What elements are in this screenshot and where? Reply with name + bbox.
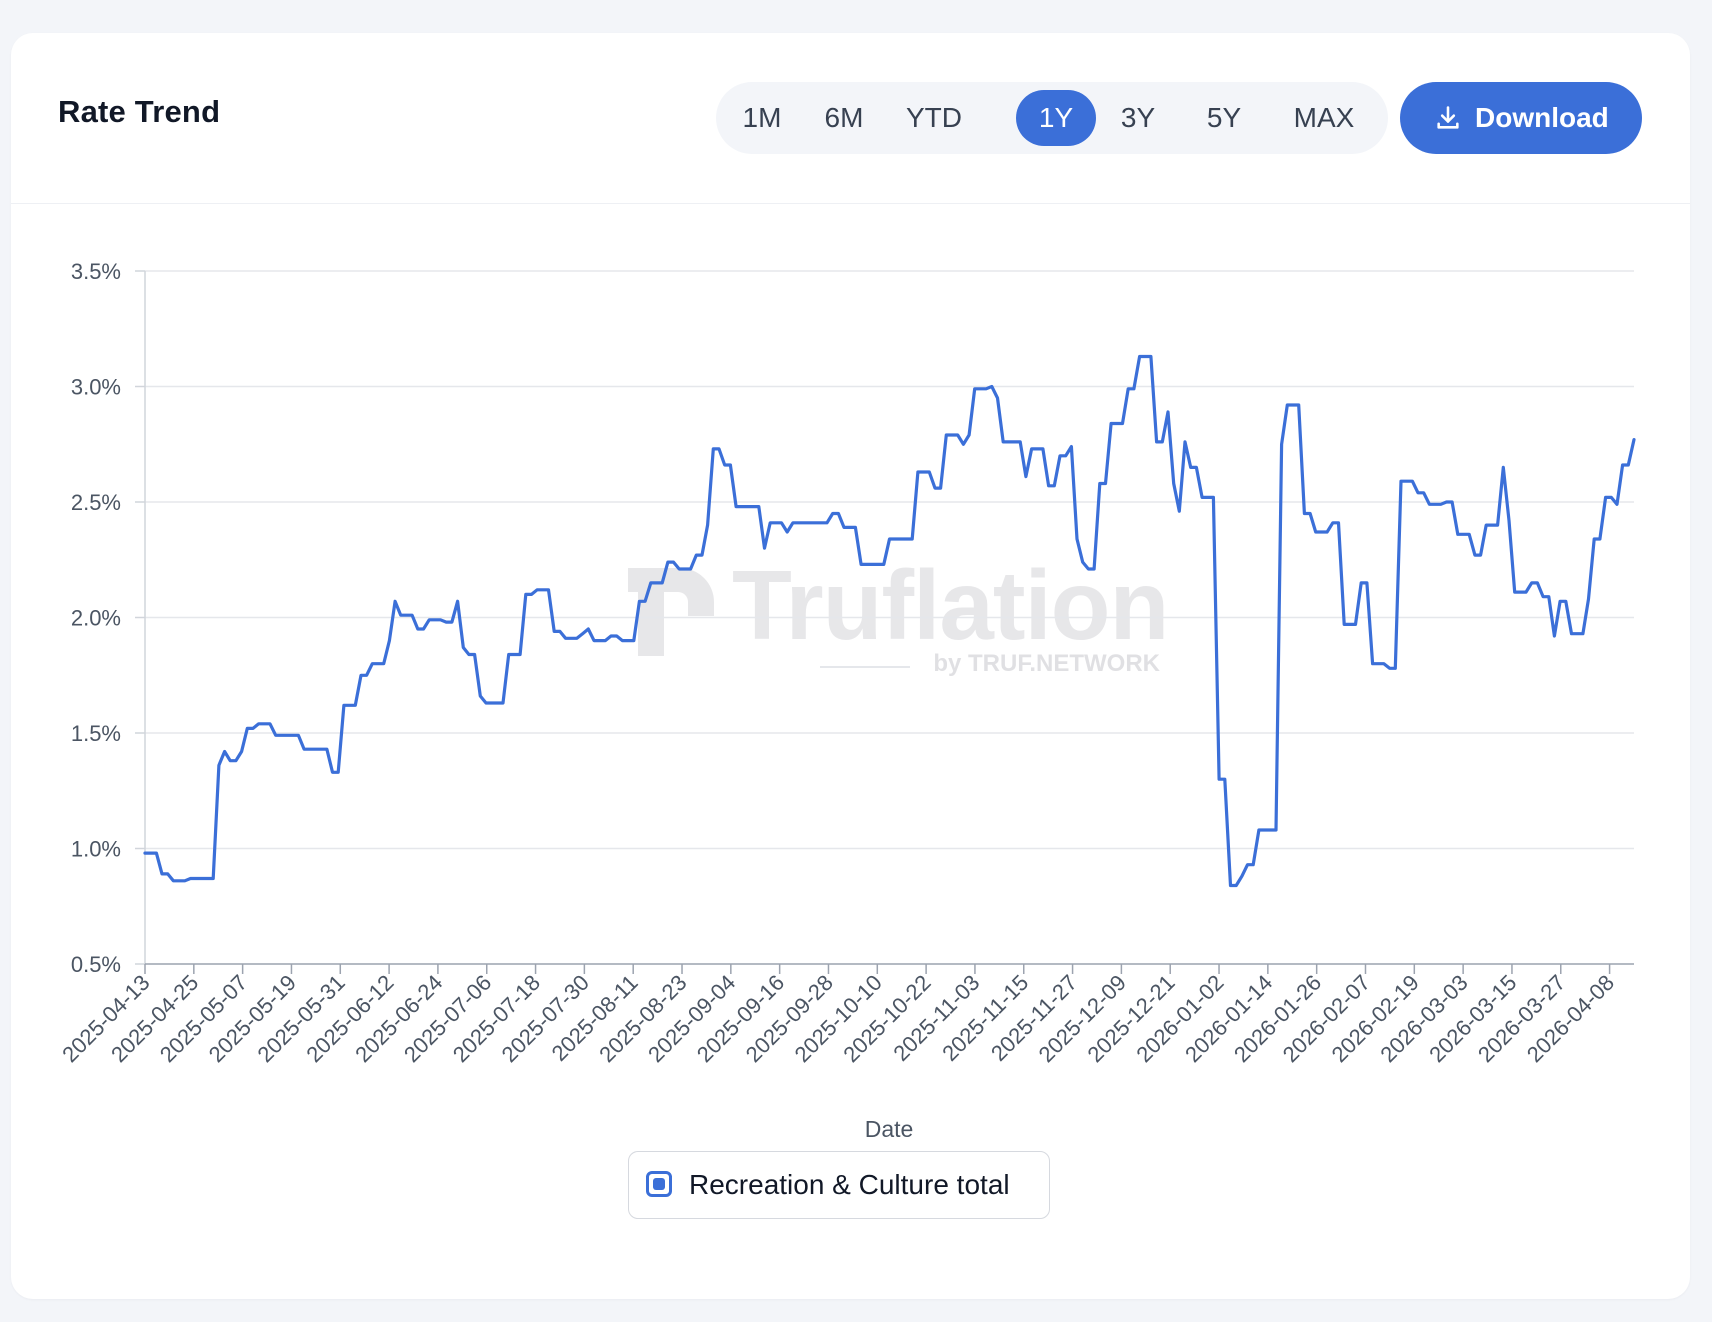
download-label: Download bbox=[1475, 102, 1609, 133]
legend-swatch-fill bbox=[653, 1178, 665, 1190]
x-tick-labels: 2025-04-132025-04-252025-05-072025-05-19… bbox=[57, 964, 1619, 1067]
range-button-5y[interactable]: 5Y bbox=[1206, 102, 1242, 133]
y-tick-label: 3.5% bbox=[71, 259, 121, 284]
range-selector: 1M 6M YTD 1Y 3Y 5Y MAX bbox=[716, 82, 1388, 154]
series-line-recreation-culture bbox=[143, 354, 1636, 888]
truflation-watermark: Truflation by TRUF.NETWORK bbox=[620, 550, 1169, 680]
legend-item-recreation-culture[interactable]: Recreation & Culture total bbox=[628, 1151, 1050, 1219]
y-tick-label: 0.5% bbox=[71, 952, 121, 977]
grid-lines bbox=[135, 270, 1634, 965]
series-layer bbox=[143, 354, 1636, 888]
range-button-1m[interactable]: 1M bbox=[742, 102, 782, 133]
card-header: Rate Trend 1M 6M YTD 1Y 3Y 5Y MAX Downlo… bbox=[11, 33, 1690, 204]
legend-label: Recreation & Culture total bbox=[689, 1169, 1010, 1200]
range-button-1y[interactable]: 1Y bbox=[1016, 90, 1096, 146]
y-tick-label: 1.0% bbox=[71, 837, 121, 862]
y-tick-label: 3.0% bbox=[71, 375, 121, 400]
range-button-max[interactable]: MAX bbox=[1293, 102, 1355, 133]
page-title: Rate Trend bbox=[58, 94, 221, 129]
download-button[interactable]: Download bbox=[1400, 82, 1642, 154]
y-tick-label: 2.5% bbox=[71, 490, 121, 515]
download-icon bbox=[1437, 106, 1459, 129]
y-tick-labels: 0.5% 1.0% 1.5% 2.0% 2.5% 3.0% 3.5% bbox=[71, 259, 121, 977]
legend-swatch bbox=[646, 1171, 672, 1197]
range-button-3y[interactable]: 3Y bbox=[1120, 102, 1156, 133]
y-tick-label: 1.5% bbox=[71, 721, 121, 746]
y-tick-label: 2.0% bbox=[71, 606, 121, 631]
range-button-ytd[interactable]: YTD bbox=[906, 102, 962, 133]
watermark-tagline: by TRUF.NETWORK bbox=[933, 650, 1160, 677]
watermark-brand: Truflation bbox=[732, 550, 1169, 660]
range-button-6m[interactable]: 6M bbox=[824, 102, 864, 133]
x-axis-label: Date bbox=[865, 1116, 914, 1142]
watermark-rule bbox=[820, 666, 910, 668]
axes bbox=[144, 271, 1634, 965]
